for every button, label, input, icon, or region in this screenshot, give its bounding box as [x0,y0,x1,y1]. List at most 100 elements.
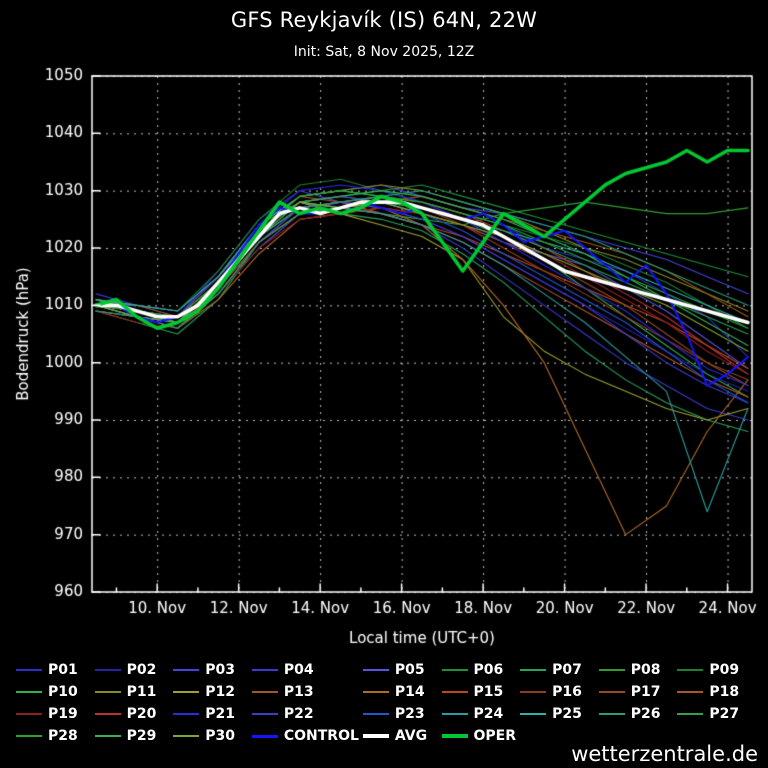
legend-label: CONTROL [283,728,359,744]
legend-label: P07 [552,662,582,678]
legend-line-sample [441,734,468,738]
legend-label: P16 [552,684,582,700]
legend: P01 P02 P03 P04 P05 P06 P07 P08 P09 P10 P11 P12 P13 P… [0,658,768,744]
legend-label: P24 [473,706,504,722]
legend-label: P17 [630,684,661,700]
legend-item-p13: P13 [251,684,359,700]
legend-item-avg: AVG [362,728,438,744]
legend-item-p30: P30 [173,728,248,744]
legend-label: P22 [283,706,314,722]
legend-item-p16: P16 [520,684,595,700]
legend-label: P13 [283,684,314,700]
legend-label: P10 [48,684,78,700]
legend-label: P06 [473,662,504,678]
chart-title: GFS Reykjavík (IS) 64N, 22W [230,8,538,32]
legend-line-sample [16,735,42,737]
legend-item-oper: OPER [441,728,517,744]
legend-line-sample [94,713,121,715]
legend-item-p22: P22 [251,706,359,722]
legend-item-p27: P27 [677,706,752,722]
legend-item-p19: P19 [16,706,91,722]
legend-line-sample [520,669,547,671]
legend-item-control: CONTROL [251,728,359,744]
legend-line-sample [677,713,704,715]
legend-item-p08: P08 [598,662,674,678]
legend-line-sample [16,713,42,715]
legend-line-sample [362,713,389,715]
legend-line-sample [677,691,704,693]
legend-item-p23: P23 [362,706,438,722]
legend-label: P29 [126,728,157,744]
legend-label: P09 [709,662,740,678]
legend-line-sample [16,669,42,671]
legend-item-p17: P17 [598,684,674,700]
legend-item-p03: P03 [173,662,248,678]
legend-line-sample [173,735,200,737]
legend-line-sample [362,691,389,693]
legend-line-sample [441,713,468,715]
legend-label: P23 [394,706,425,722]
legend-label: P01 [48,662,78,678]
legend-line-sample [520,713,547,715]
legend-item-p02: P02 [94,662,170,678]
legend-label: P05 [394,662,425,678]
legend-line-sample [362,734,389,738]
legend-item-p09: P09 [677,662,752,678]
legend-item-p29: P29 [94,728,170,744]
legend-item-p12: P12 [173,684,248,700]
legend-line-sample [173,713,200,715]
legend-label: P19 [48,706,78,722]
legend-item-p25: P25 [520,706,595,722]
legend-label: P03 [205,662,235,678]
legend-item-p05: P05 [362,662,438,678]
legend-item-p15: P15 [441,684,517,700]
legend-label: P21 [205,706,235,722]
legend-item-p26: P26 [598,706,674,722]
legend-label: P15 [473,684,504,700]
legend-label: OPER [473,728,517,744]
legend-line-sample [362,669,389,671]
legend-line-sample [251,734,278,738]
legend-line-sample [441,669,468,671]
legend-label: AVG [394,728,428,744]
legend-label: P02 [126,662,157,678]
legend-line-sample [598,713,625,715]
legend-line-sample [173,691,200,693]
legend-line-sample [16,691,42,693]
legend-line-sample [251,669,278,671]
chart-subtitle: Init: Sat, 8 Nov 2025, 12Z [293,44,475,60]
legend-item-p20: P20 [94,706,170,722]
legend-line-sample [94,735,121,737]
legend-line-sample [441,691,468,693]
legend-line-sample [520,691,547,693]
pressure-meteogram-canvas [0,62,768,658]
legend-label: P28 [48,728,78,744]
legend-label: P20 [126,706,157,722]
legend-item-p14: P14 [362,684,438,700]
legend-line-sample [251,713,278,715]
legend-item-p11: P11 [94,684,170,700]
legend-item-p24: P24 [441,706,517,722]
legend-label: P27 [709,706,740,722]
legend-label: P08 [630,662,661,678]
legend-item-p06: P06 [441,662,517,678]
legend-line-sample [598,691,625,693]
legend-label: P12 [205,684,235,700]
legend-item-p18: P18 [677,684,752,700]
legend-line-sample [94,669,121,671]
legend-line-sample [598,669,625,671]
legend-item-p10: P10 [16,684,91,700]
legend-label: P18 [709,684,740,700]
legend-label: P30 [205,728,235,744]
legend-item-p04: P04 [251,662,359,678]
legend-line-sample [173,669,200,671]
legend-line-sample [94,691,121,693]
legend-line-sample [251,691,278,693]
legend-item-p21: P21 [173,706,248,722]
legend-item-p07: P07 [520,662,595,678]
legend-label: P11 [126,684,157,700]
site-watermark: wetterzentrale.de [571,742,758,766]
legend-line-sample [677,669,704,671]
legend-label: P04 [283,662,314,678]
